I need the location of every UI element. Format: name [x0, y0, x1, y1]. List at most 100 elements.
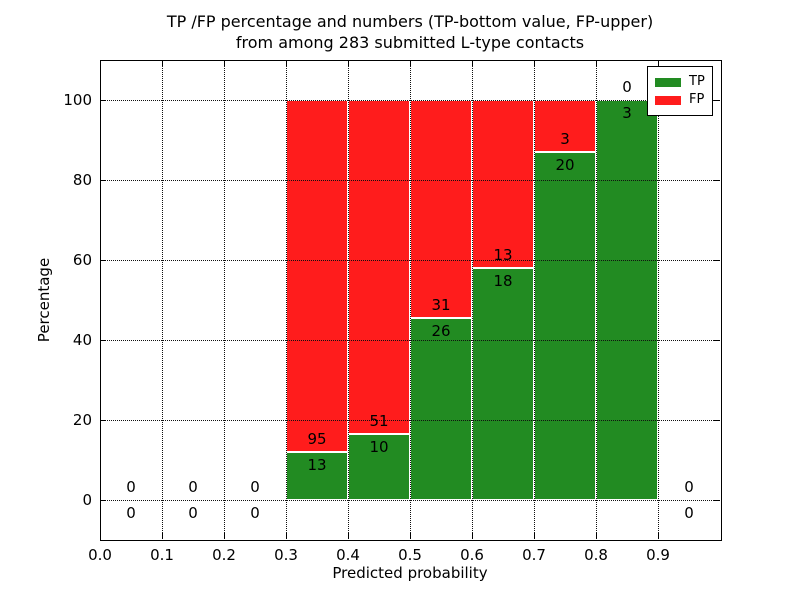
- y-tick-right: [714, 340, 720, 341]
- x-tick-label: 0.0: [88, 546, 112, 564]
- legend-label: FP: [689, 92, 705, 107]
- chart-title-line1: TP /FP percentage and numbers (TP-bottom…: [166, 12, 654, 31]
- x-tick-top: [348, 60, 349, 66]
- fp-count-label: 0: [188, 478, 198, 496]
- legend-label: TP: [689, 74, 705, 89]
- tp-count-label: 0: [250, 504, 260, 522]
- chart-title-line2: from among 283 submitted L-type contacts: [235, 33, 585, 52]
- fp-count-label: 95: [307, 429, 327, 448]
- x-tick-label: 0.1: [150, 546, 174, 564]
- v-gridline: [410, 60, 411, 539]
- x-tick-bottom: [348, 533, 349, 539]
- y-tick-label: 40: [72, 331, 92, 349]
- x-tick-bottom: [534, 533, 535, 539]
- x-tick-label: 0.5: [398, 546, 422, 564]
- x-tick-top: [162, 60, 163, 66]
- y-tick-left: [100, 500, 106, 501]
- y-tick-label: 100: [63, 91, 92, 109]
- fp-count-label: 0: [250, 478, 260, 496]
- x-tick-bottom: [410, 533, 411, 539]
- bar-segment-tp: [596, 100, 658, 500]
- y-tick-right: [714, 100, 720, 101]
- tp-count-label: 10: [369, 438, 389, 457]
- v-gridline: [224, 60, 225, 539]
- bar-segment-tp: [472, 267, 534, 500]
- tp-count-label: 18: [493, 271, 513, 290]
- y-tick-label: 0: [82, 491, 92, 509]
- tp-count-label: 3: [622, 104, 632, 122]
- bar-segment-tp: [286, 451, 348, 500]
- x-tick-top: [410, 60, 411, 66]
- x-tick-label: 0.6: [460, 546, 484, 564]
- bar-segment-fp: [286, 100, 348, 452]
- bar-segment-fp: [410, 100, 472, 318]
- y-axis-label: Percentage: [35, 257, 53, 343]
- fp-count-label: 0: [126, 478, 136, 496]
- y-tick-left: [100, 340, 106, 341]
- x-tick-label: 0.8: [584, 546, 608, 564]
- bar-segment-tp: [410, 317, 472, 500]
- v-gridline: [162, 60, 163, 539]
- x-tick-bottom: [162, 533, 163, 539]
- x-tick-top: [534, 60, 535, 66]
- y-tick-left: [100, 100, 106, 101]
- y-tick-right: [714, 260, 720, 261]
- y-tick-right: [714, 420, 720, 421]
- x-tick-top: [286, 60, 287, 66]
- v-gridline: [286, 60, 287, 539]
- fp-count-label: 51: [369, 412, 389, 431]
- legend: TP FP: [647, 66, 713, 116]
- x-tick-top: [658, 60, 659, 66]
- x-tick-bottom: [286, 533, 287, 539]
- tp-count-label: 0: [126, 504, 136, 522]
- y-tick-right: [714, 500, 720, 501]
- fp-count-label: 0: [684, 478, 694, 496]
- bar-segment-fp: [348, 100, 410, 435]
- x-axis-label: Predicted probability: [332, 564, 488, 582]
- legend-item: TP: [655, 74, 706, 90]
- x-tick-label: 0.3: [274, 546, 298, 564]
- x-tick-top: [224, 60, 225, 66]
- x-tick-top: [100, 60, 101, 66]
- fp-count-label: 13: [493, 245, 513, 264]
- bar-segment-tp: [534, 152, 596, 500]
- fp-count-label: 31: [431, 295, 451, 314]
- v-gridline: [348, 60, 349, 539]
- v-gridline: [658, 60, 659, 539]
- fp-count-label: 0: [622, 78, 632, 96]
- y-tick-left: [100, 420, 106, 421]
- tp-count-label: 20: [555, 156, 575, 175]
- y-tick-label: 60: [72, 251, 92, 269]
- x-tick-bottom: [472, 533, 473, 539]
- x-tick-label: 0.9: [646, 546, 670, 564]
- chart-title: TP /FP percentage and numbers (TP-bottom…: [167, 11, 653, 53]
- v-gridline: [534, 60, 535, 539]
- legend-swatch-tp: [655, 77, 681, 87]
- tp-count-label: 0: [188, 504, 198, 522]
- x-tick-label: 0.2: [212, 546, 236, 564]
- legend-item: FP: [655, 92, 706, 108]
- y-tick-left: [100, 180, 106, 181]
- tp-count-label: 13: [307, 455, 327, 474]
- legend-swatch-fp: [655, 95, 681, 105]
- x-tick-bottom: [596, 533, 597, 539]
- y-tick-left: [100, 260, 106, 261]
- tp-count-label: 0: [684, 504, 694, 522]
- x-tick-top: [596, 60, 597, 66]
- y-tick-label: 80: [72, 171, 92, 189]
- bar-segment-tp: [348, 434, 410, 500]
- fp-count-label: 3: [560, 130, 570, 149]
- x-tick-bottom: [100, 533, 101, 539]
- tp-count-label: 26: [431, 321, 451, 340]
- x-tick-label: 0.7: [522, 546, 546, 564]
- y-tick-right: [714, 180, 720, 181]
- y-tick-label: 20: [72, 411, 92, 429]
- v-gridline: [596, 60, 597, 539]
- bar-segment-fp: [472, 100, 534, 268]
- x-tick-top: [472, 60, 473, 66]
- plot-area: [100, 60, 722, 541]
- x-tick-bottom: [658, 533, 659, 539]
- x-tick-label: 0.4: [336, 546, 360, 564]
- v-gridline: [472, 60, 473, 539]
